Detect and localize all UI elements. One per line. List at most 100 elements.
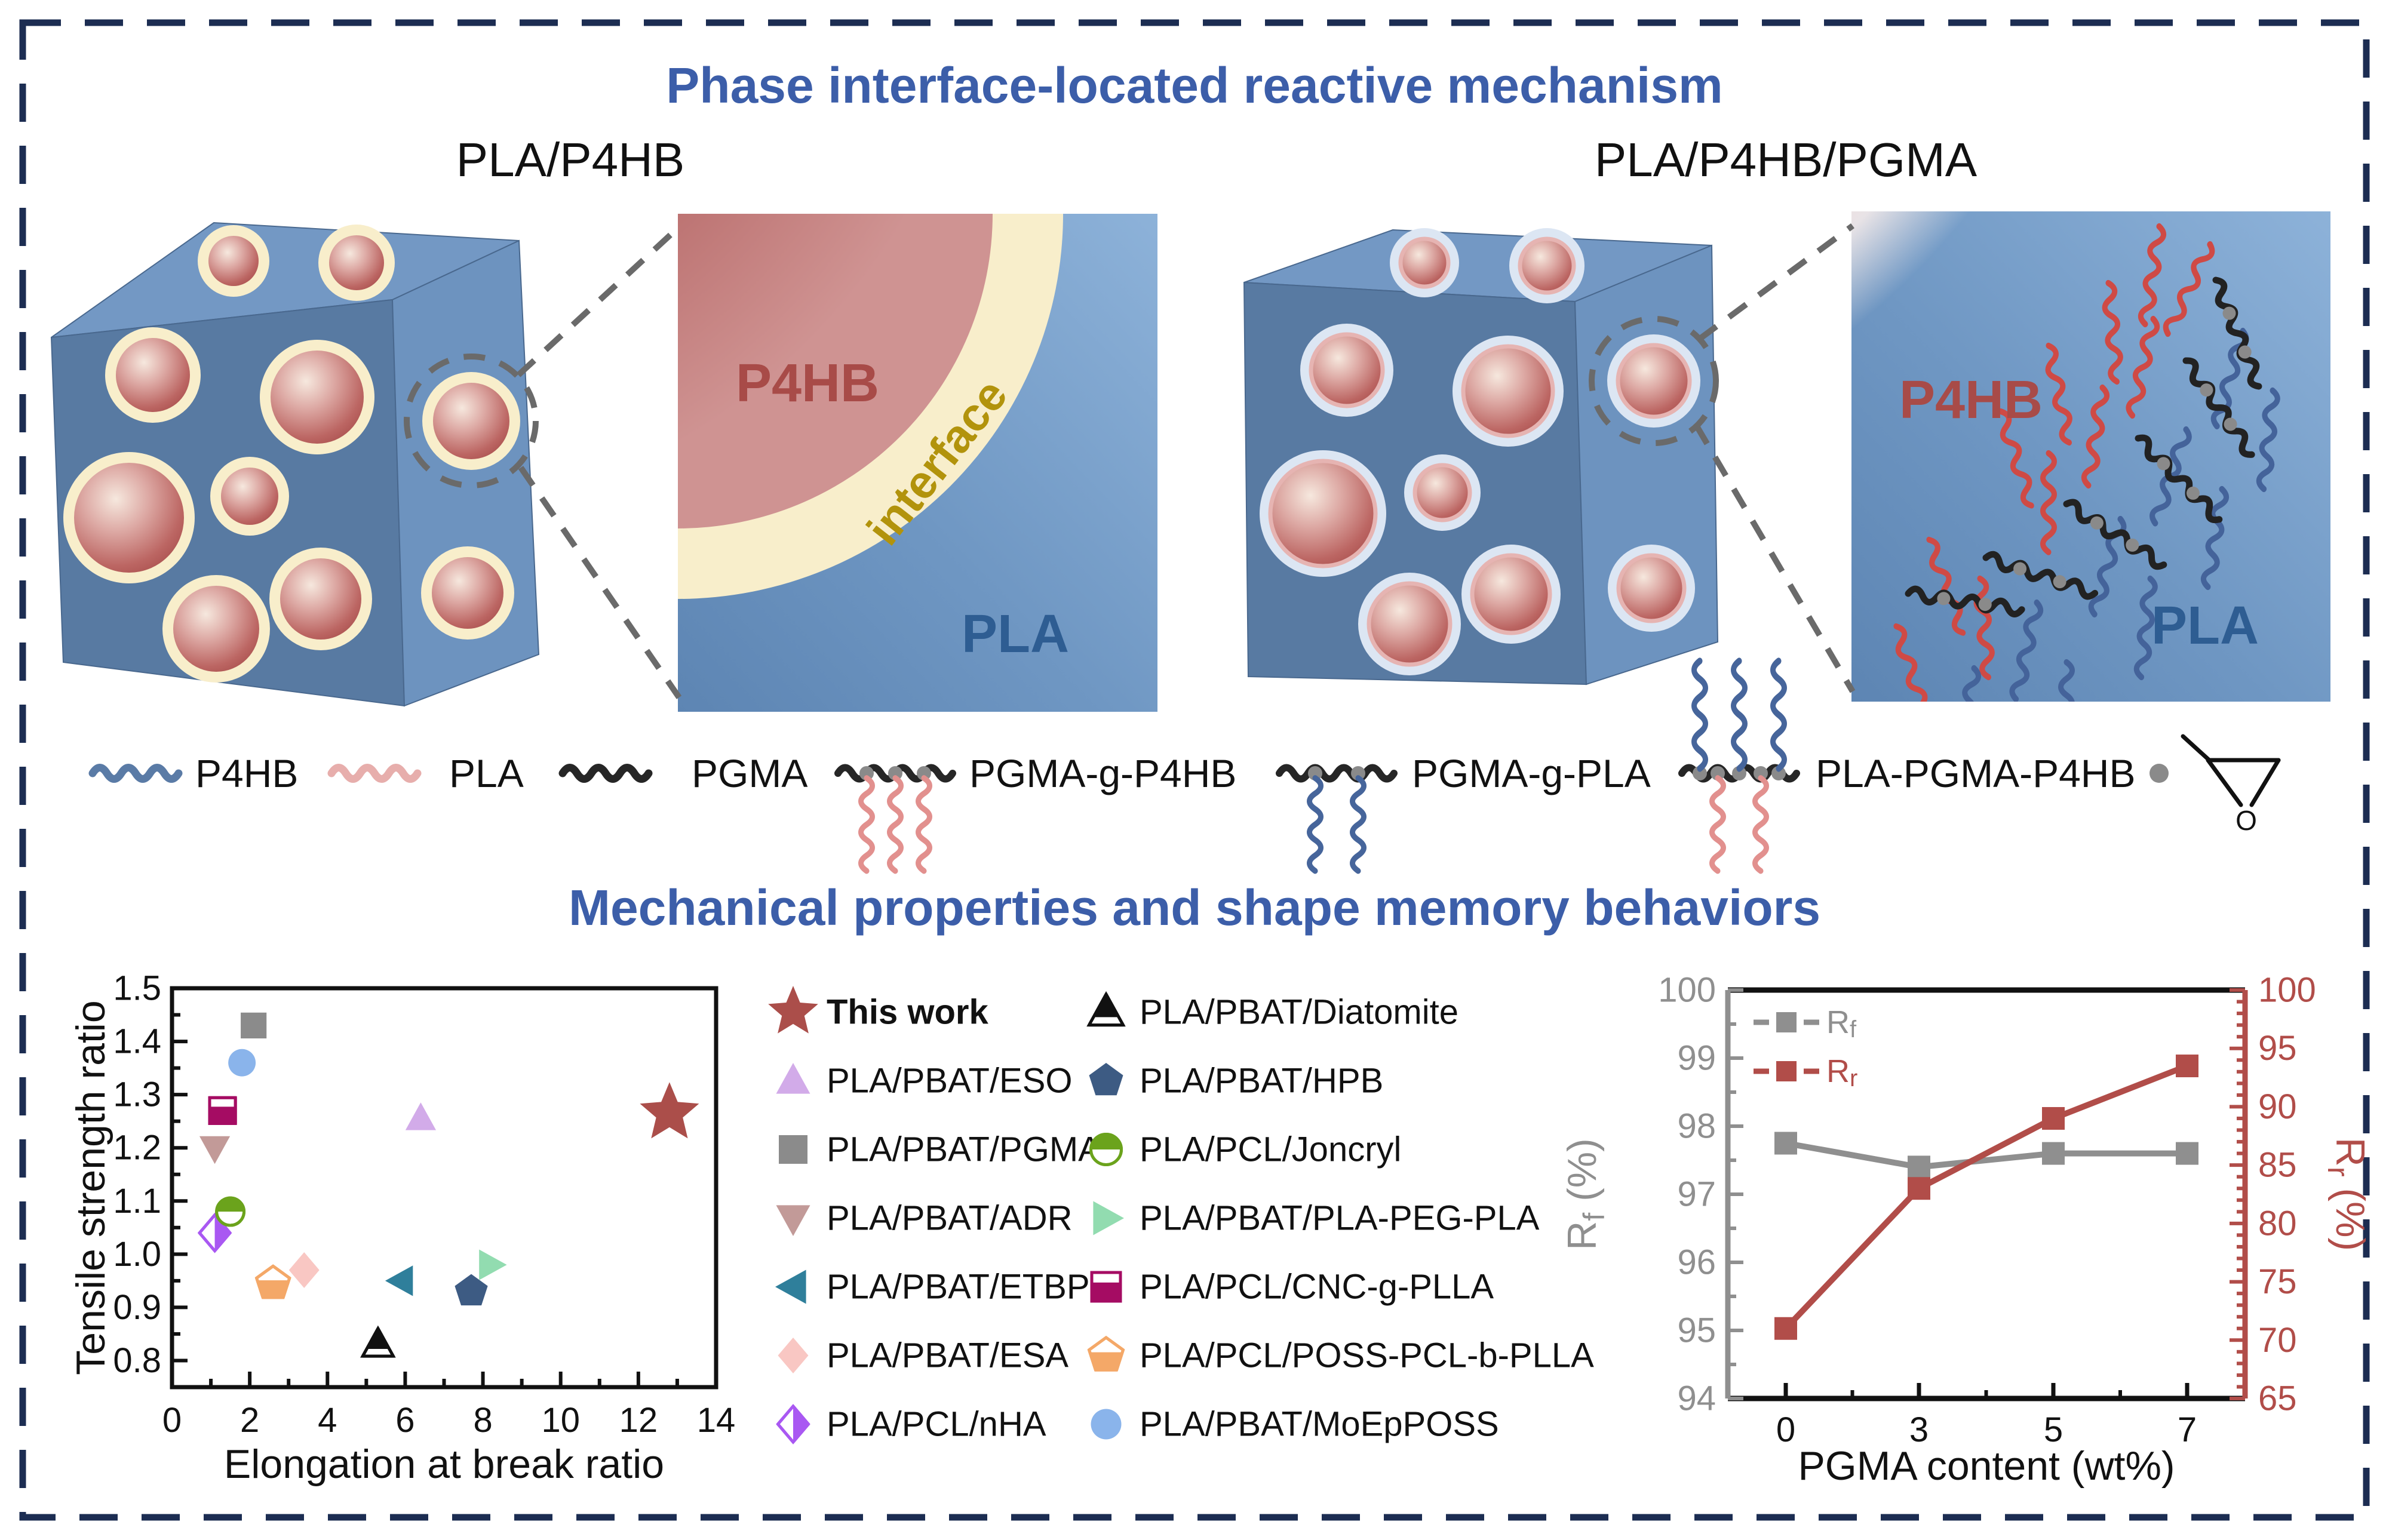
legend-item: PLA/PBAT/PGMA: [779, 1130, 1101, 1169]
triangle-half-top-legend-icon: [1086, 991, 1126, 1027]
legend-label: PLA/PCL/nHA: [827, 1405, 1046, 1444]
junction-dot: [2013, 562, 2027, 576]
graft-chain-down: [1755, 778, 1767, 871]
line-xlabel: PGMA content (wt%): [1798, 1443, 2175, 1489]
junction-dot: [2126, 538, 2139, 552]
graft-chain-down: [1712, 778, 1724, 871]
right-panel-pla-label: PLA: [2151, 596, 2259, 656]
legend-item: PLA/PBAT/ESO: [776, 1062, 1073, 1101]
x-tick-label: 0: [162, 1401, 182, 1440]
pgma-backbone: [2210, 278, 2265, 389]
scatter-point-pla-pcl-poss-pcl-b-plla: [254, 1264, 291, 1299]
left-cube-label: PLA/P4HB: [456, 133, 684, 186]
junction-dot: [2222, 306, 2236, 320]
legend-label: PLA/PBAT/ESO: [827, 1062, 1073, 1101]
right-tick-label: 85: [2258, 1146, 2297, 1185]
right-tick-label: 90: [2258, 1087, 2297, 1126]
epoxide-oxygen-label: O: [2236, 805, 2257, 836]
y-tick-label: 1.2: [113, 1129, 161, 1167]
junction-dot: [1732, 766, 1746, 780]
section1-title: Phase interface-located reactive mechani…: [666, 57, 1723, 113]
right-cube-sphere: [1616, 343, 1692, 419]
scatter-point-this-work: [640, 1082, 699, 1139]
diamond-legend-icon: [778, 1338, 809, 1373]
x-tick-label: 3: [1909, 1410, 1929, 1449]
left-highlight-circle: [404, 354, 539, 488]
square-half-bottom-legend-icon: [1090, 1271, 1122, 1303]
right-interface-panel: [1851, 211, 2330, 702]
series-point-f: [1774, 1132, 1797, 1155]
x-tick-label: 2: [240, 1401, 259, 1440]
section2-title: Mechanical properties and shape memory b…: [569, 880, 1820, 936]
legend-item: PLA/PBAT/ADR: [776, 1199, 1073, 1238]
graft-chain-up: [1694, 661, 1706, 769]
right-cube-sphere: [1398, 236, 1451, 289]
left-cube-sphere: [116, 338, 190, 412]
diamond-half-right-legend-icon: [776, 1404, 810, 1444]
pgma-backbone: [2063, 499, 2167, 570]
scatter-point-pla-pcl-joncryl: [215, 1196, 246, 1227]
graft-chain-down: [1353, 778, 1364, 871]
y-tick-label: 1.5: [113, 969, 161, 1008]
left-cube-sphere: [432, 557, 503, 629]
junction-dot: [2186, 486, 2200, 500]
left-interface-panel: [678, 214, 1157, 712]
left-cube-sphere: [74, 463, 184, 573]
chain-legend: P4HB PLA PGMA PGMA-g-P4HB PGMA-g-PLA PLA-PGMA…: [93, 661, 2281, 871]
x-tick-label: 10: [541, 1401, 580, 1440]
chain-legend-item: PLA: [331, 751, 524, 795]
series-point-f: [1908, 1155, 1930, 1179]
scatter-point-pla-pcl-cnc-g-plla: [208, 1096, 237, 1125]
right-cube-sphere: [1616, 553, 1687, 623]
junction-dot: [2157, 457, 2170, 471]
zoom-connectors: [404, 223, 1856, 699]
circle-legend-icon: [1091, 1409, 1122, 1440]
x-tick-label: 14: [697, 1401, 736, 1440]
right-cube-sphere: [1461, 344, 1555, 438]
left-tick-label: 98: [1677, 1107, 1716, 1146]
series-line-r: [1783, 1063, 2188, 1331]
p4hb-chain-icon: [93, 768, 179, 779]
right-connector-top: [1697, 223, 1854, 342]
left-connector-bottom: [518, 466, 682, 699]
chain-legend-label: PGMA-g-PLA: [1412, 751, 1651, 795]
left-cube-sphere: [329, 235, 384, 290]
epoxide-icon: [2181, 734, 2281, 807]
pentagon-half-bottom-legend-icon: [1087, 1335, 1125, 1372]
x-tick-label: 5: [2044, 1410, 2063, 1449]
backbone-icon: [1279, 768, 1394, 779]
junction-dot: [1978, 598, 1992, 611]
left-panel-p4hb-label: P4HB: [736, 354, 879, 413]
scatter-point-pla-pbat-hpb: [455, 1274, 488, 1306]
right-cube-label: PLA/P4HB/PGMA: [1595, 133, 1977, 186]
junction-dot: [888, 766, 902, 780]
square-legend-icon: [779, 1135, 807, 1164]
junction-dot: [917, 766, 931, 780]
graft-chain-down: [861, 778, 873, 871]
line-right-ylabel: Rr (%): [2322, 1138, 2373, 1251]
legend-item: PLA/PBAT/ETBP: [775, 1268, 1090, 1307]
left-tick-label: 99: [1677, 1039, 1716, 1078]
chain-legend-item: PGMA-g-P4HB: [838, 751, 1236, 871]
legend-item: PLA/PBAT/MoEpPOSS: [1091, 1405, 1499, 1444]
y-tick-label: 0.9: [113, 1288, 161, 1327]
x-tick-label: 4: [318, 1401, 337, 1440]
pla-chain-icon: [331, 768, 417, 779]
right-panel-p4hb-label: P4HB: [1899, 370, 2043, 430]
x-tick-label: 0: [1776, 1410, 1795, 1449]
series-point-f: [2176, 1142, 2198, 1165]
series-point-r: [1774, 1317, 1797, 1340]
junction-dot: [1308, 766, 1322, 780]
scatter-point-pla-pbat-pgma: [241, 1012, 267, 1038]
shape-memory-chart: 94 95 96 97 98 99 100 65 70 75 80 85 90 95 100 0 3 5 7PGMA…: [1559, 971, 2373, 1489]
legend-item: PLA/PBAT/HPB: [1089, 1062, 1383, 1101]
right-tick-label: 95: [2258, 1029, 2297, 1068]
legend-label: PLA/PBAT/ESA: [827, 1336, 1068, 1375]
pentagon-legend-icon: [1089, 1063, 1123, 1096]
junction-dot: [2238, 345, 2252, 359]
left-cube-sphere: [173, 586, 259, 672]
series-point-r: [1908, 1177, 1930, 1200]
right-cube-sphere: [1470, 553, 1552, 635]
legend-label: PLA/PBAT/ETBP: [827, 1268, 1090, 1307]
right-cube-sphere: [1367, 581, 1453, 667]
